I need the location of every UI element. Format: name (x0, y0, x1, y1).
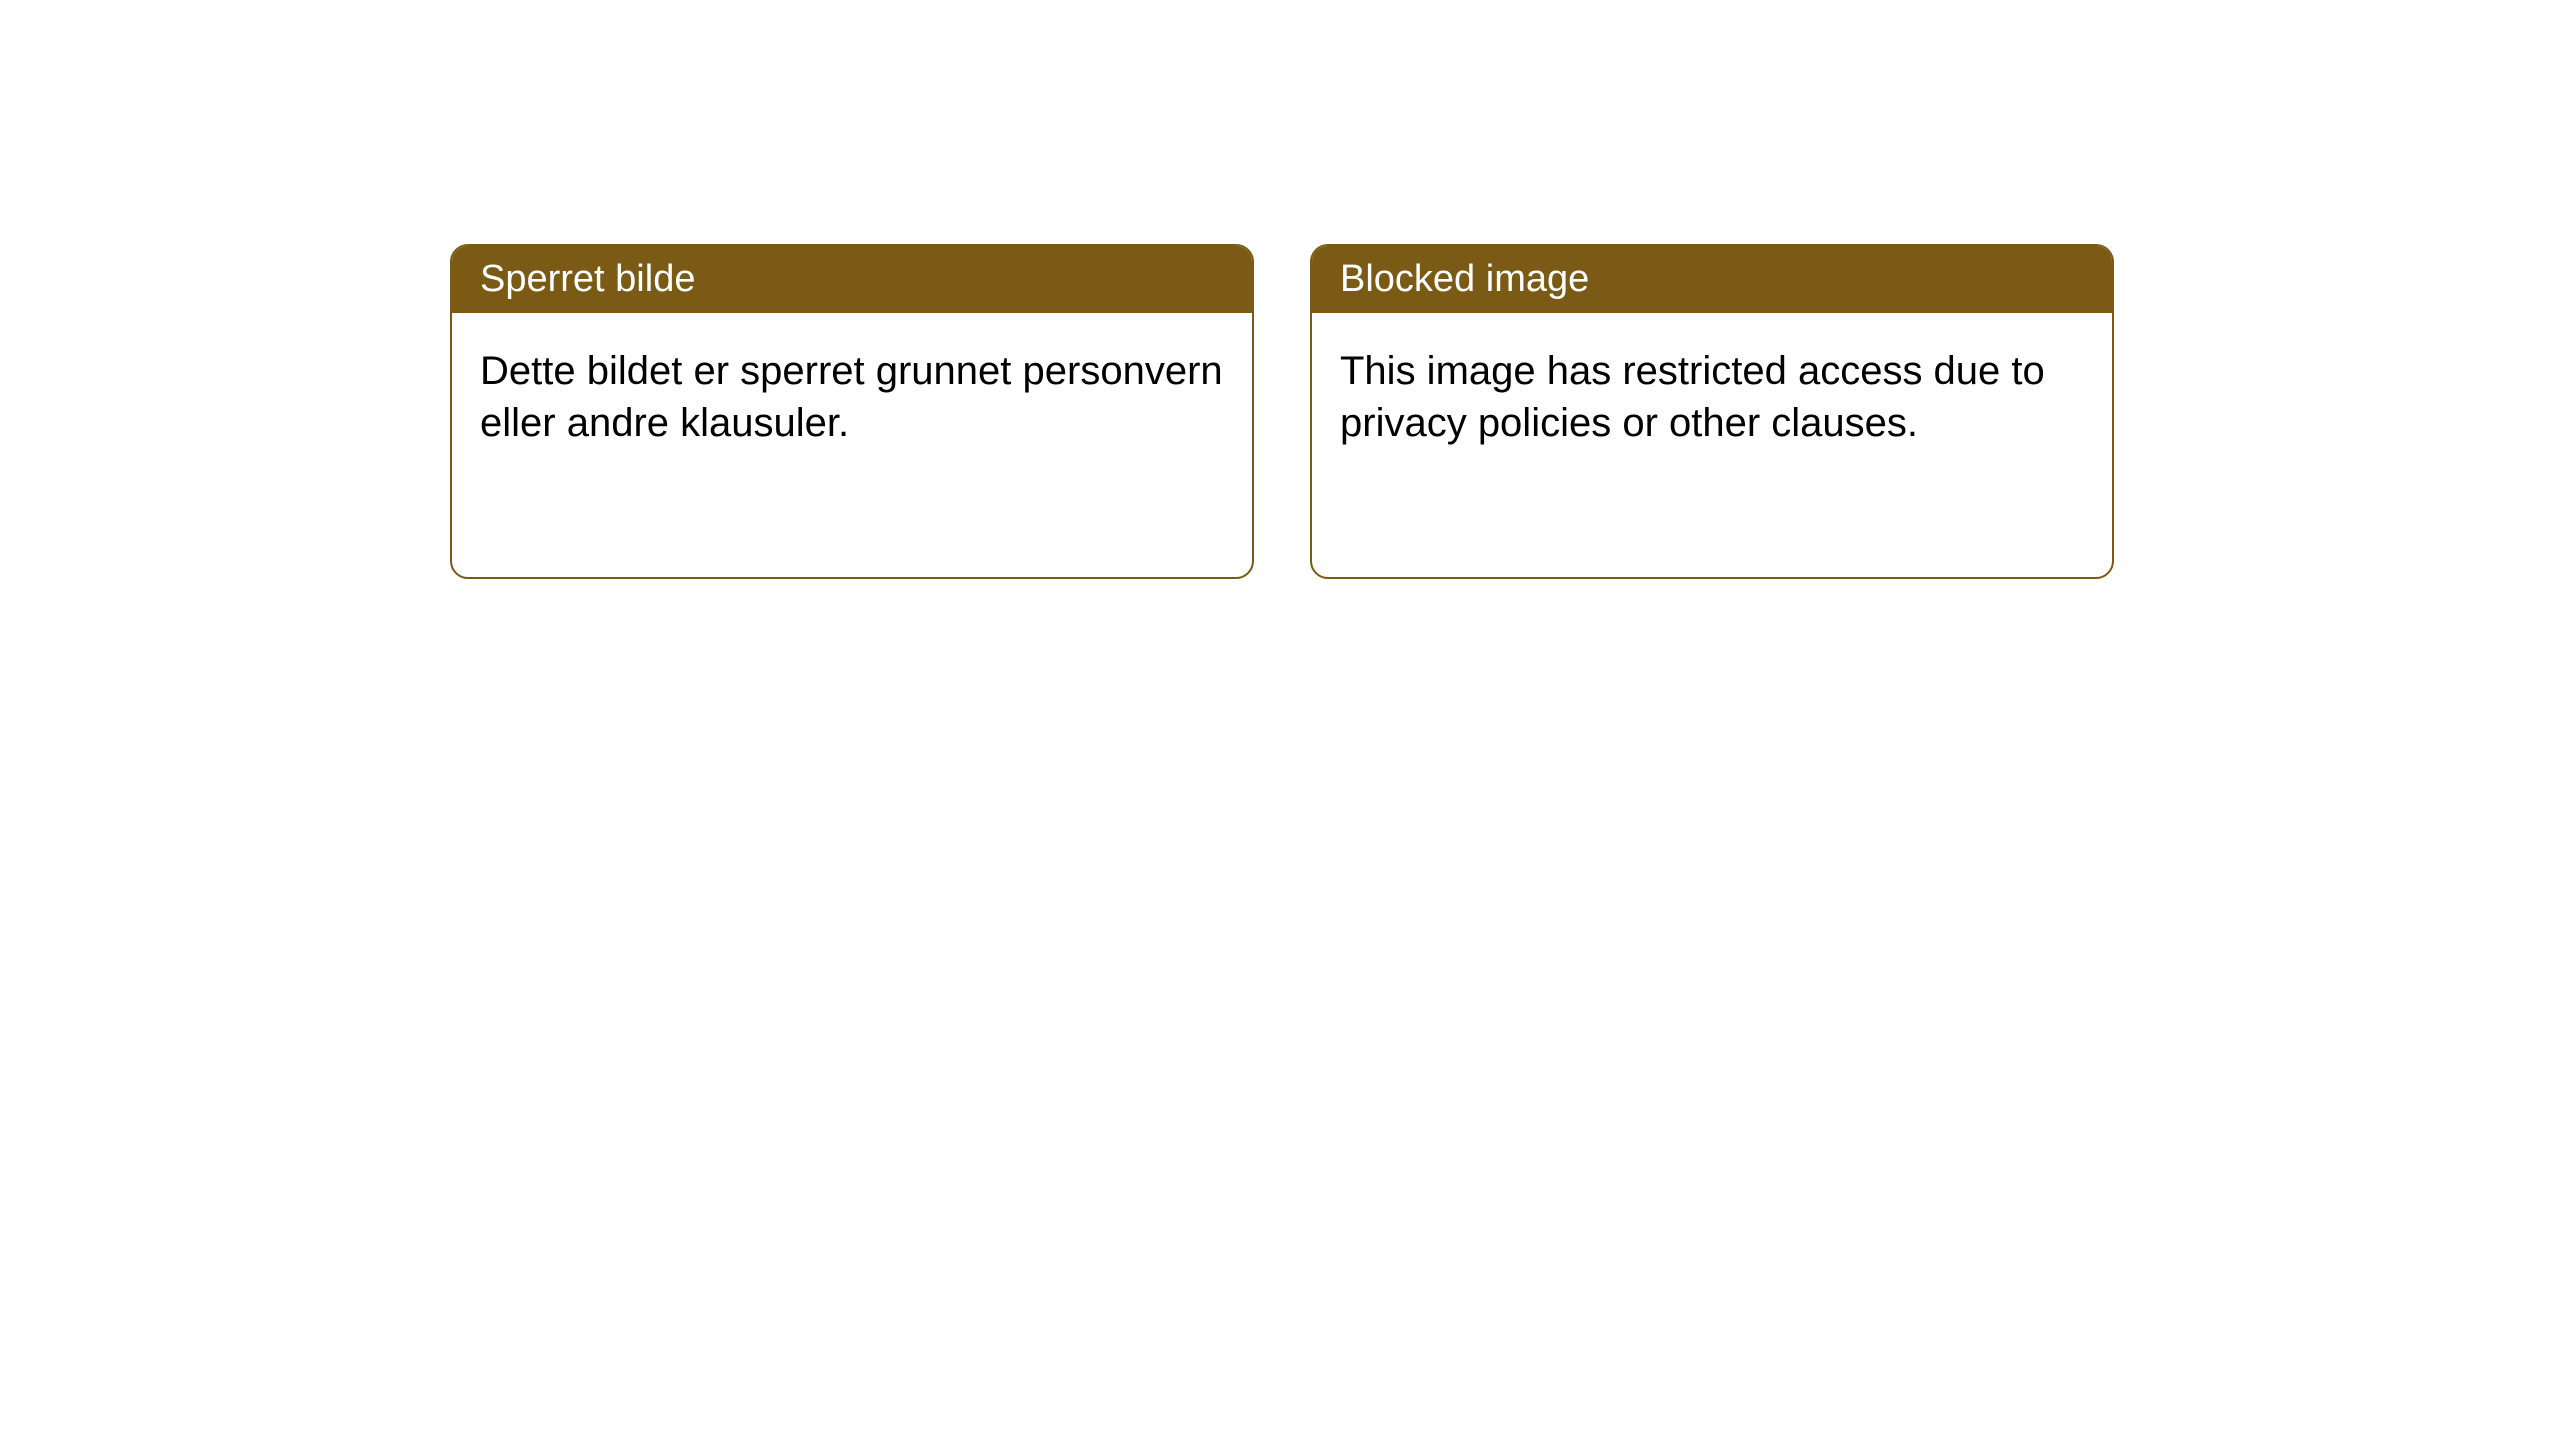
card-body: Dette bildet er sperret grunnet personve… (452, 313, 1252, 481)
card-title: Sperret bilde (480, 258, 695, 300)
card-body: This image has restricted access due to … (1312, 313, 2112, 481)
card-message: Dette bildet er sperret grunnet personve… (480, 349, 1223, 445)
card-title: Blocked image (1340, 258, 1589, 300)
notice-card-norwegian: Sperret bilde Dette bildet er sperret gr… (450, 244, 1254, 579)
card-message: This image has restricted access due to … (1340, 349, 2045, 445)
card-header: Blocked image (1312, 246, 2112, 313)
notice-card-english: Blocked image This image has restricted … (1310, 244, 2114, 579)
notice-cards-container: Sperret bilde Dette bildet er sperret gr… (450, 244, 2114, 579)
card-header: Sperret bilde (452, 246, 1252, 313)
